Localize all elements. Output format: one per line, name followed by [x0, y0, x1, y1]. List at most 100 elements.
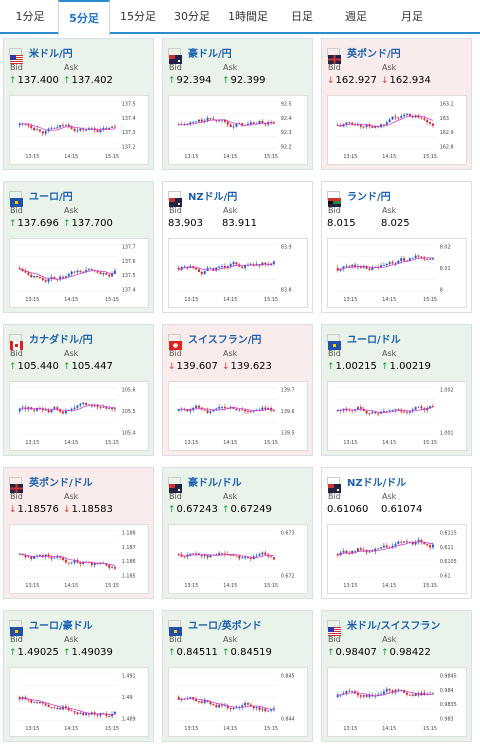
rate-card[interactable]: 英ポンド/円 Bid Ask ↓162.927 ↓162.934 163.1 163 162.… — [321, 38, 472, 170]
tab-4[interactable]: 1時間足 — [228, 10, 268, 23]
candle-body — [70, 126, 73, 129]
candle-body — [76, 712, 79, 714]
currency-pair-name[interactable]: NZドル/円 — [188, 191, 238, 203]
candle-body — [420, 117, 423, 119]
tab-5[interactable]: 日足 — [291, 10, 313, 23]
candle-body — [264, 123, 267, 125]
price-chart[interactable]: 163.1 163 162.9 162.8 13:15 14:15 15:15 — [327, 95, 467, 165]
x-tick-label: 15:15 — [105, 583, 119, 589]
price-chart[interactable]: 83.9 83.8 13:15 14:15 15:15 — [168, 238, 308, 308]
price-chart[interactable]: 0.9845 0.984 0.9835 0.983 13:15 14:15 15:15 — [327, 667, 467, 737]
candle-body — [44, 409, 47, 411]
bid-value: 0.98407 — [335, 647, 377, 658]
price-chart[interactable]: 1.188 1.187 1.186 1.185 13:15 14:15 15:15 — [9, 524, 149, 594]
candle-body — [111, 126, 114, 128]
price-chart[interactable]: 92.5 92.4 92.3 92.2 13:15 14:15 15:15 — [168, 95, 308, 165]
currency-pair-name[interactable]: ユーロ/豪ドル — [29, 620, 93, 632]
currency-pair-name[interactable]: 英ポンド/円 — [347, 48, 401, 60]
rate-card[interactable]: 豪ドル/ドル Bid Ask ↑0.67243 ↑0.67249 0.673 0.672 13… — [162, 467, 313, 599]
candle-body — [414, 541, 417, 545]
ask-price: ↑0.98422 — [381, 647, 431, 658]
price-chart[interactable]: 105.6 105.5 105.4 13:15 14:15 15:15 — [9, 381, 149, 451]
candle-body — [200, 272, 203, 274]
price-chart[interactable]: 1.002 1.001 13:15 14:15 15:15 — [327, 381, 467, 451]
rate-card[interactable]: 米ドル/円 Bid Ask ↑137.400 ↑137.402 137.5 137.4 137… — [3, 38, 154, 170]
candle-body — [394, 263, 397, 265]
currency-pair-name[interactable]: ユーロ/円 — [29, 191, 73, 203]
rate-card[interactable]: カナダドル/円 Bid Ask ↑105.440 ↑105.447 105.6 105.5 1… — [3, 324, 154, 456]
tab-7[interactable]: 月足 — [401, 10, 423, 23]
y-tick-label: 0.9835 — [440, 702, 457, 708]
tab-0[interactable]: 1分足 — [15, 10, 45, 23]
tab-6[interactable]: 週足 — [345, 10, 367, 23]
ask-label: Ask — [382, 635, 397, 644]
currency-pair-name[interactable]: 英ポンド/ドル — [29, 477, 93, 489]
candle-body — [261, 708, 264, 710]
candle-body — [258, 707, 261, 710]
candle-body — [67, 274, 70, 277]
rate-card[interactable]: 豪ドル/円 Bid Ask ↑92.394 ↑92.399 92.5 92.4 92.3 92.… — [162, 38, 313, 170]
candle-body — [24, 271, 27, 273]
candle-body — [85, 402, 88, 405]
ask-price: ↑0.84519 — [222, 647, 272, 658]
candle-body — [200, 701, 203, 703]
card-header: 豪ドル/円 — [168, 45, 232, 64]
x-tick-label: 14:15 — [223, 583, 237, 589]
x-tick-label: 15:15 — [105, 297, 119, 303]
rate-card[interactable]: 米ドル/スイスフラン Bid Ask ↑0.98407 ↑0.98422 0.9845 0.… — [321, 610, 472, 742]
x-tick-label: 15:15 — [264, 583, 278, 589]
tab-3[interactable]: 30分足 — [174, 10, 210, 23]
price-chart[interactable]: 1.491 1.49 1.489 13:15 14:15 15:15 — [9, 667, 149, 737]
rate-card[interactable]: ユーロ/豪ドル Bid Ask ↑1.49025 ↑1.49039 1.491 1.49 1.… — [3, 610, 154, 742]
candle-body — [232, 126, 235, 128]
tab-1[interactable]: 5分足 — [58, 0, 110, 36]
price-chart[interactable]: 0.673 0.672 13:15 14:15 15:15 — [168, 524, 308, 594]
candle-body — [197, 553, 200, 555]
tab-2[interactable]: 15分足 — [120, 10, 156, 23]
price-chart[interactable]: 137.5 137.4 137.3 137.2 13:15 14:15 15:15 — [9, 95, 149, 165]
candle-body — [249, 411, 252, 413]
candle-body — [385, 545, 388, 548]
currency-pair-name[interactable]: 豪ドル/円 — [188, 48, 232, 60]
candle-body — [73, 407, 76, 409]
price-chart[interactable]: 139.7 139.6 139.5 13:15 14:15 15:15 — [168, 381, 308, 451]
rate-card[interactable]: 英ポンド/ドル Bid Ask ↓1.18576 ↓1.18583 1.188 1.187 1… — [3, 467, 154, 599]
price-chart[interactable]: 0.845 0.844 13:15 14:15 15:15 — [168, 667, 308, 737]
price-chart[interactable]: 8.02 8.01 8 13:15 14:15 15:15 — [327, 238, 467, 308]
candle-body — [385, 122, 388, 125]
currency-pair-name[interactable]: ユーロ/英ポンド — [188, 620, 262, 632]
candle-body — [50, 409, 53, 413]
rate-card[interactable]: ユーロ/円 Bid Ask ↑137.696 ↑137.700 137.7 137.6 137… — [3, 181, 154, 313]
candle-body — [345, 550, 348, 554]
candle-body — [371, 267, 374, 270]
rate-card[interactable]: NZドル/円 Bid Ask 83.903 83.911 83.9 83.8 13:15 14:… — [162, 181, 313, 313]
candle-body — [394, 116, 397, 118]
candle-body — [85, 713, 88, 716]
rate-card[interactable]: NZドル/ドル Bid Ask 0.61060 0.61074 0.6115 0.611 0.… — [321, 467, 472, 599]
currency-pair-name[interactable]: スイスフラン/円 — [188, 334, 262, 346]
candle-body — [59, 276, 62, 280]
rate-card[interactable]: ユーロ/英ポンド Bid Ask ↑0.84511 ↑0.84519 0.845 0.844… — [162, 610, 313, 742]
price-chart[interactable]: 137.7 137.6 137.5 137.4 13:15 14:15 15:15 — [9, 238, 149, 308]
candle-body — [99, 272, 102, 275]
candle-body — [362, 266, 365, 268]
bid-price: ↑1.49025 — [9, 647, 59, 658]
candle-body — [30, 700, 33, 703]
currency-pair-name[interactable]: 米ドル/スイスフラン — [347, 620, 441, 632]
currency-pair-name[interactable]: NZドル/ドル — [347, 477, 407, 489]
price-chart[interactable]: 0.6115 0.611 0.6105 0.61 13:15 14:15 15:15 — [327, 524, 467, 594]
candle-body — [385, 688, 388, 692]
currency-pair-name[interactable]: 米ドル/円 — [29, 48, 73, 60]
rate-card[interactable]: ランド/円 Bid Ask 8.015 8.025 8.02 8.01 8 13:15 14:15… — [321, 181, 472, 313]
candle-body — [70, 562, 73, 564]
rate-card[interactable]: ユーロ/ドル Bid Ask ↑1.00215 ↑1.00219 1.002 1.001 13… — [321, 324, 472, 456]
candle-body — [411, 541, 414, 545]
y-tick-label: 92.2 — [281, 144, 292, 150]
candle-body — [408, 541, 411, 543]
currency-pair-name[interactable]: ユーロ/ドル — [347, 334, 401, 346]
currency-pair-name[interactable]: 豪ドル/ドル — [188, 477, 242, 489]
rate-card[interactable]: スイスフラン/円 Bid Ask ↓139.607 ↓139.623 139.7 139.6… — [162, 324, 313, 456]
currency-pair-name[interactable]: カナダドル/円 — [29, 334, 93, 346]
currency-pair-name[interactable]: ランド/円 — [347, 191, 391, 203]
x-tick-label: 13:15 — [25, 440, 39, 446]
